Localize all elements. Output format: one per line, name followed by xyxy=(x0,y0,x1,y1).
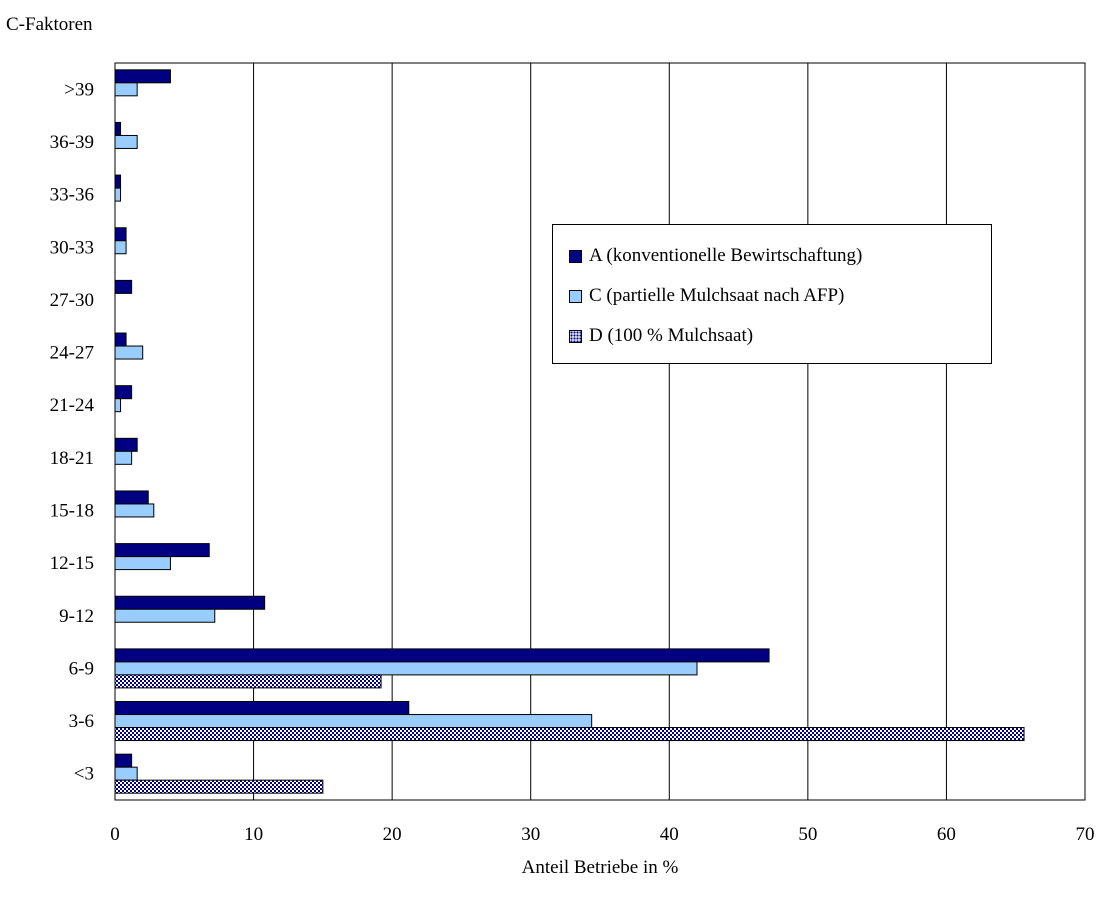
bar xyxy=(114,134,138,149)
bar xyxy=(114,714,593,729)
bar xyxy=(114,187,122,202)
y-tick-label: 21-24 xyxy=(50,395,95,416)
bar xyxy=(114,727,1025,742)
bar xyxy=(114,648,770,663)
bars xyxy=(114,69,1025,794)
chart-title: C-Faktoren xyxy=(6,14,93,35)
x-tick-label: 70 xyxy=(1076,824,1095,845)
bar xyxy=(114,701,410,716)
bar xyxy=(114,121,122,136)
y-tick-label: 33-36 xyxy=(50,185,94,206)
x-tick-label: 30 xyxy=(521,824,540,845)
bar xyxy=(114,608,216,623)
y-tick-label: >39 xyxy=(64,79,94,100)
x-tick-label: 60 xyxy=(937,824,956,845)
bar xyxy=(114,503,155,518)
legend-swatch-a xyxy=(569,249,582,263)
x-axis-title: Anteil Betriebe in % xyxy=(522,857,679,878)
x-tick-label: 0 xyxy=(110,824,120,845)
y-tick-label: 9-12 xyxy=(59,606,94,627)
bar xyxy=(114,227,127,242)
bar xyxy=(114,490,149,505)
bar xyxy=(114,674,382,689)
bar xyxy=(114,766,138,781)
bar xyxy=(114,779,324,794)
bar xyxy=(114,174,122,189)
bar xyxy=(114,437,138,452)
y-tick-label: <3 xyxy=(74,764,94,785)
plot-area xyxy=(114,62,1086,801)
bar xyxy=(114,82,138,97)
y-tick-label: 15-18 xyxy=(50,500,94,521)
x-tick-label: 20 xyxy=(383,824,402,845)
bar xyxy=(114,450,133,465)
bar xyxy=(114,69,171,84)
y-tick-label: 30-33 xyxy=(50,237,94,258)
bar xyxy=(114,661,698,676)
bar xyxy=(114,398,122,413)
y-tick-label: 27-30 xyxy=(50,290,94,311)
y-tick-label: 6-9 xyxy=(69,658,94,679)
legend-label-d: D (100 % Mulchsaat) xyxy=(589,325,754,346)
bar xyxy=(114,543,210,558)
x-tick-labels: 0 10 20 30 40 50 60 70 xyxy=(110,824,1094,845)
bar xyxy=(114,385,133,400)
y-tick-label: 24-27 xyxy=(50,343,94,364)
bar xyxy=(114,279,133,294)
legend-swatch-c xyxy=(569,289,582,303)
y-tick-label: 36-39 xyxy=(50,132,94,153)
y-tick-label: 3-6 xyxy=(69,711,94,732)
legend-item-a: A (konventionelle Bewirtschaftung) xyxy=(569,243,862,269)
y-tick-label: 18-21 xyxy=(50,448,94,469)
bar xyxy=(114,240,127,255)
bar xyxy=(114,345,144,360)
x-tick-label: 50 xyxy=(798,824,817,845)
legend: A (konventionelle Bewirtschaftung) C (pa… xyxy=(552,224,992,364)
legend-label-c: C (partielle Mulchsaat nach AFP) xyxy=(589,285,845,306)
bar xyxy=(114,753,133,768)
bar xyxy=(114,595,266,610)
x-tick-label: 40 xyxy=(660,824,679,845)
x-tick-label: 10 xyxy=(244,824,263,845)
bar xyxy=(114,332,127,347)
legend-item-d: D (100 % Mulchsaat) xyxy=(569,323,753,349)
legend-label-a: A (konventionelle Bewirtschaftung) xyxy=(589,245,863,266)
y-tick-label: 12-15 xyxy=(50,553,94,574)
legend-item-c: C (partielle Mulchsaat nach AFP) xyxy=(569,283,844,309)
y-tick-labels: >39 36-39 33-36 30-33 27-30 24-27 21-24 18-21 15… xyxy=(50,79,95,784)
bar xyxy=(114,556,171,571)
legend-swatch-d xyxy=(569,329,582,343)
